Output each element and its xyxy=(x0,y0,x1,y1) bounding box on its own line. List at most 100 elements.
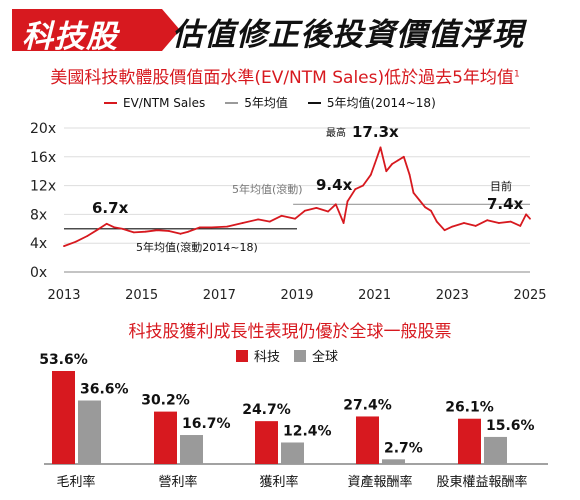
legend-swatch-tech xyxy=(236,349,248,362)
data-label-global: 15.6% xyxy=(486,418,535,434)
x-tick-label: 2023 xyxy=(436,288,469,303)
data-point xyxy=(529,217,531,220)
data-point xyxy=(397,159,399,162)
bar-tech xyxy=(356,416,379,464)
annotation-rolling-label: 5年均值(滾動) xyxy=(232,182,303,196)
line-chart-legend: EV/NTM Sales 5年均值 5年均值(2014~18) xyxy=(104,94,436,111)
data-point xyxy=(257,218,260,221)
data-label-tech: 30.2% xyxy=(141,393,190,409)
data-point xyxy=(385,170,388,173)
data-point xyxy=(430,209,432,212)
data-point xyxy=(362,184,364,187)
x-tick-label: 2019 xyxy=(280,288,313,303)
data-point xyxy=(113,226,116,229)
data-label-global: 2.7% xyxy=(384,440,423,456)
bar-global xyxy=(78,400,101,464)
category-label: 毛利率 xyxy=(56,474,95,490)
data-point xyxy=(63,245,65,247)
legend-label-ev-ntm-sales: EV/NTM Sales xyxy=(123,95,206,110)
data-point xyxy=(121,227,124,230)
y-tick-label: 20x xyxy=(30,121,56,137)
header-banner: 科技股 估值修正後投資價值浮現 xyxy=(0,0,580,56)
y-tick-label: 16x xyxy=(30,150,56,166)
x-tick-label: 2021 xyxy=(358,288,391,303)
bar-global xyxy=(281,442,304,464)
data-point xyxy=(156,229,159,232)
data-point xyxy=(519,225,522,227)
data-point xyxy=(226,225,229,228)
data-point xyxy=(435,220,438,223)
legend-item-tech: 科技 xyxy=(236,346,280,365)
page-title: 估值修正後投資價值浮現 xyxy=(172,17,524,53)
data-point xyxy=(133,231,135,234)
data-label-tech: 26.1% xyxy=(445,400,494,416)
line-chart-title-text: 美國科技軟體股價值面水準(EV/NTM Sales)低於過去5年均值 xyxy=(50,68,514,88)
data-label-tech: 27.4% xyxy=(343,397,392,413)
data-point xyxy=(354,188,357,191)
category-label: 營利率 xyxy=(158,474,197,490)
legend-swatch-black xyxy=(307,101,321,104)
bar-global xyxy=(484,436,507,464)
y-tick-label: 8x xyxy=(30,207,47,223)
legend-swatch-red xyxy=(104,101,117,104)
data-point xyxy=(105,222,108,225)
data-point xyxy=(210,226,213,229)
legend-item-5yr-avg: 5年均值 xyxy=(225,94,288,111)
data-label-global: 12.4% xyxy=(283,423,332,439)
data-label-global: 16.7% xyxy=(182,416,231,432)
bar-tech xyxy=(458,418,481,464)
data-label-tech: 53.6% xyxy=(39,352,88,368)
y-tick-label: 12x xyxy=(30,179,56,195)
data-point xyxy=(424,206,427,209)
category-label: 股東權益報酬率 xyxy=(436,474,527,490)
data-point xyxy=(268,220,271,223)
annotation-current-label: 目前 xyxy=(490,179,512,193)
x-tick-label: 2017 xyxy=(203,288,236,303)
data-point xyxy=(443,229,446,232)
annotation-start-value: 6.7x xyxy=(92,199,129,217)
data-point xyxy=(327,210,329,213)
data-point xyxy=(342,222,345,224)
data-point xyxy=(294,217,296,220)
sector-tag-label: 科技股 xyxy=(22,19,118,55)
data-point xyxy=(408,173,411,176)
data-point xyxy=(418,199,421,201)
bar-tech xyxy=(52,371,75,464)
data-point xyxy=(412,191,415,194)
data-point xyxy=(98,227,100,230)
data-point xyxy=(167,230,170,232)
line-chart-title: 美國科技軟體股價值面水準(EV/NTM Sales)低於過去5年均值1 xyxy=(0,63,570,88)
data-point xyxy=(451,225,454,228)
data-label-tech: 24.7% xyxy=(242,402,291,418)
data-point xyxy=(280,214,283,217)
data-label-global: 36.6% xyxy=(80,381,129,397)
data-point xyxy=(525,213,528,216)
legend-item-ev-ntm-sales: EV/NTM Sales xyxy=(104,96,205,110)
legend-label-5yr-avg-2014-18: 5年均值(2014~18) xyxy=(326,96,436,110)
data-point xyxy=(379,146,382,149)
bar-global xyxy=(180,435,203,464)
data-point xyxy=(369,173,372,176)
category-label: 獲利率 xyxy=(259,474,298,490)
category-label: 資產報酬率 xyxy=(347,474,412,490)
sector-tag: 科技股 xyxy=(12,9,180,51)
data-point xyxy=(144,230,147,233)
bar-tech xyxy=(154,411,177,464)
legend-label-global: 全球 xyxy=(312,350,339,365)
y-tick-label: 4x xyxy=(30,236,47,252)
bar-global xyxy=(382,459,405,464)
data-point xyxy=(241,222,244,224)
data-point xyxy=(74,240,77,243)
data-point xyxy=(373,163,376,165)
data-point xyxy=(187,230,190,233)
data-point xyxy=(486,219,489,222)
data-point xyxy=(303,209,306,212)
data-point xyxy=(86,235,89,237)
data-point xyxy=(346,200,349,203)
annotation-current-value: 7.4x xyxy=(487,195,524,213)
legend-item-5yr-avg-2014-18: 5年均值(2014~18) xyxy=(307,94,436,111)
data-point xyxy=(179,232,182,235)
legend-label-5yr-avg: 5年均值 xyxy=(244,96,288,110)
data-point xyxy=(315,207,318,209)
